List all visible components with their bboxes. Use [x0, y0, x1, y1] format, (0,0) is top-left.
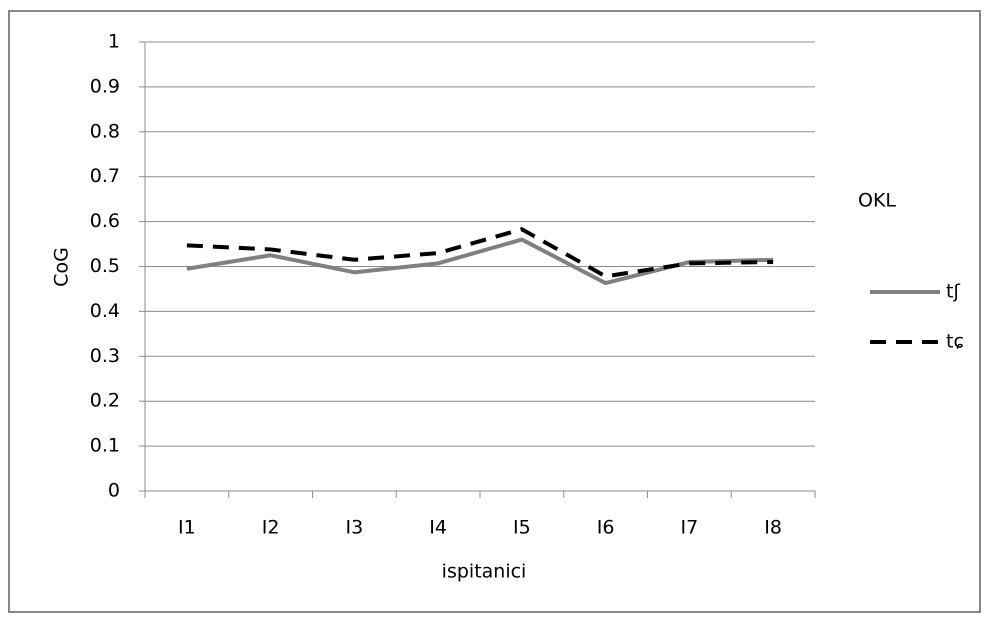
y-tick-label: 0	[108, 480, 120, 502]
x-tick-label: I8	[764, 517, 782, 539]
x-tick-label: I2	[262, 517, 280, 539]
y-tick-label: 0.3	[90, 345, 120, 367]
legend-label: tɕ	[946, 331, 964, 353]
y-axis-label: CoG	[51, 247, 73, 287]
x-tick-label: I1	[178, 517, 196, 539]
series-line	[186, 227, 774, 279]
y-tick-label: 0.6	[90, 210, 120, 232]
x-axis-label: ispitanici	[442, 561, 527, 583]
x-tick-label: I3	[346, 517, 364, 539]
y-tick-label: 0.4	[90, 300, 120, 322]
y-tick-label: 1	[108, 31, 120, 53]
y-tick-label: 0.2	[90, 390, 120, 412]
y-tick-label: 0.9	[90, 75, 120, 97]
y-tick-label: 0.5	[90, 255, 120, 277]
legend-label: tʃ	[946, 281, 960, 303]
x-tick-label: I7	[681, 517, 699, 539]
y-tick-label: 0.7	[90, 165, 120, 187]
x-tick-label: I5	[513, 517, 531, 539]
legend-title: OKL	[858, 190, 896, 212]
y-tick-label: 0.8	[90, 120, 120, 142]
x-tick-label: I6	[597, 517, 615, 539]
x-tick-label: I4	[429, 517, 447, 539]
y-tick-label: 0.1	[90, 435, 120, 457]
